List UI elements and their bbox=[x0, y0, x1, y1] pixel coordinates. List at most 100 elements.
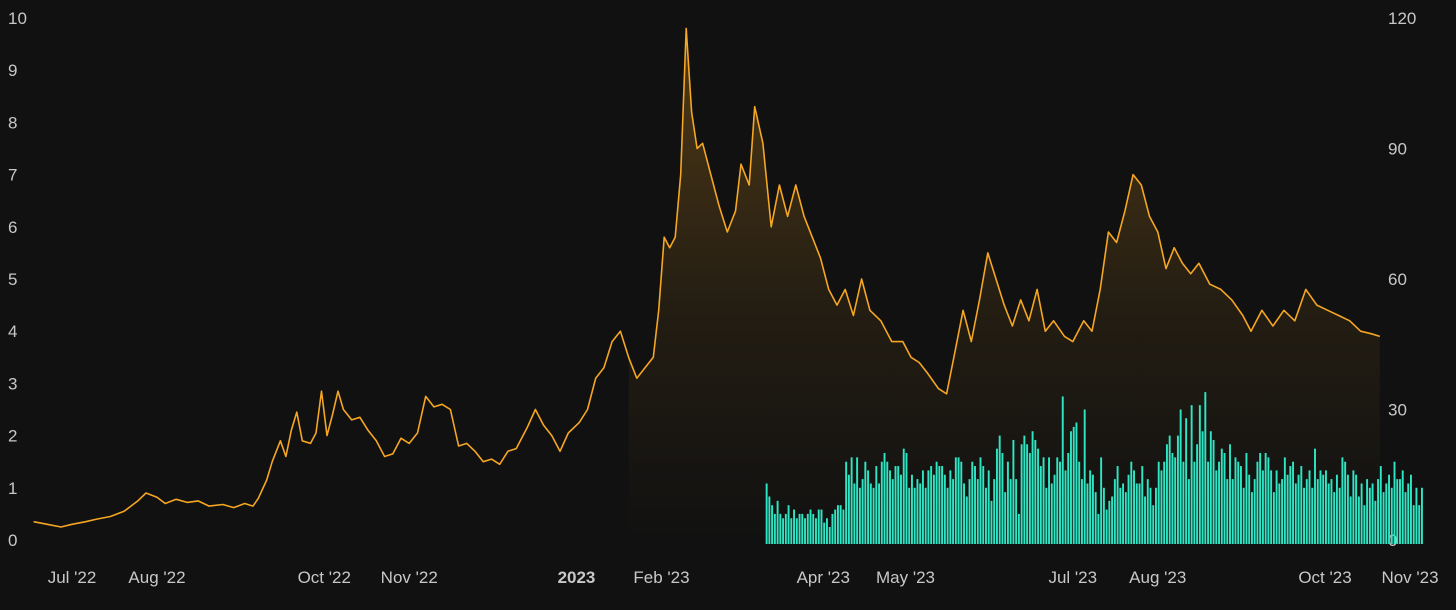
volume-bar bbox=[809, 509, 812, 544]
volume-bar bbox=[1281, 479, 1284, 544]
x-tick-label: Nov '23 bbox=[1381, 568, 1438, 587]
volume-bar bbox=[1346, 474, 1349, 544]
volume-bar bbox=[839, 505, 842, 544]
volume-bar bbox=[1070, 431, 1072, 544]
volume-bar bbox=[1080, 479, 1083, 544]
volume-bar bbox=[823, 522, 826, 544]
volume-bar bbox=[1327, 483, 1330, 544]
volume-bar bbox=[1012, 439, 1015, 544]
volume-bar bbox=[1056, 457, 1059, 544]
volume-bar bbox=[1278, 483, 1281, 544]
volume-bar bbox=[1388, 474, 1390, 544]
volume-bar bbox=[941, 466, 944, 544]
volume-bar bbox=[861, 479, 864, 544]
volume-bar bbox=[1083, 409, 1086, 544]
volume-bar bbox=[1050, 483, 1053, 544]
volume-bar bbox=[1028, 453, 1031, 544]
x-tick-label: Aug '22 bbox=[128, 568, 185, 587]
volume-bar bbox=[1094, 492, 1097, 544]
volume-bar bbox=[1368, 487, 1371, 544]
volume-bar bbox=[952, 479, 955, 544]
volume-bar bbox=[985, 487, 987, 544]
volume-bar bbox=[1264, 453, 1267, 544]
volume-bar bbox=[1382, 492, 1385, 544]
volume-bar bbox=[982, 466, 985, 544]
volume-bar bbox=[1289, 466, 1292, 544]
volume-bar bbox=[1045, 487, 1048, 544]
volume-bar bbox=[1237, 461, 1240, 544]
volume-bar bbox=[1078, 461, 1081, 544]
volume-bar bbox=[910, 474, 913, 544]
y-right-tick-label: 90 bbox=[1388, 140, 1407, 159]
volume-bar bbox=[1207, 461, 1210, 544]
volume-bar bbox=[1363, 505, 1366, 544]
volume-bar bbox=[900, 474, 902, 544]
volume-bar bbox=[1201, 431, 1204, 544]
volume-bar bbox=[1119, 487, 1122, 544]
volume-bar bbox=[1209, 431, 1212, 544]
volume-bar bbox=[883, 453, 886, 544]
volume-bar bbox=[1042, 457, 1045, 544]
volume-bar bbox=[1204, 392, 1207, 544]
volume-bar bbox=[1034, 439, 1037, 544]
y-axis-left: 0 1 2 3 4 5 6 7 8 9 10 bbox=[8, 9, 27, 550]
volume-bar bbox=[1374, 500, 1377, 544]
volume-bar bbox=[1335, 474, 1338, 544]
volume-bar bbox=[1075, 422, 1078, 544]
volume-bar bbox=[965, 496, 968, 544]
volume-bar bbox=[960, 461, 963, 544]
y-left-tick-label: 3 bbox=[8, 374, 17, 393]
volume-bar bbox=[1338, 487, 1341, 544]
volume-bar bbox=[1352, 470, 1355, 544]
volume-bar bbox=[927, 470, 930, 544]
volume-bar bbox=[1004, 492, 1007, 544]
volume-bar bbox=[1155, 487, 1157, 544]
volume-bar bbox=[842, 509, 845, 544]
volume-bar bbox=[817, 509, 820, 544]
volume-bar bbox=[1322, 474, 1325, 544]
volume-bar bbox=[820, 509, 823, 544]
volume-bar bbox=[1294, 483, 1297, 544]
volume-bar bbox=[1379, 466, 1382, 544]
volume-bar bbox=[1113, 479, 1116, 544]
volume-bar bbox=[1020, 444, 1023, 544]
volume-bar bbox=[1283, 457, 1286, 544]
volume-bar bbox=[1176, 435, 1179, 544]
volume-bar bbox=[779, 513, 782, 544]
volume-bar bbox=[1031, 431, 1034, 544]
volume-bar bbox=[1163, 461, 1166, 544]
volume-bar bbox=[1401, 470, 1404, 544]
volume-bar bbox=[1261, 470, 1264, 544]
volume-bar bbox=[1256, 461, 1259, 544]
volume-bar bbox=[1067, 453, 1070, 544]
y-left-tick-label: 5 bbox=[8, 270, 17, 289]
line-area-fill bbox=[628, 28, 1380, 541]
volume-bar bbox=[1250, 492, 1253, 544]
volume-bar bbox=[880, 461, 883, 544]
volume-bar bbox=[1286, 474, 1289, 544]
volume-bar bbox=[1248, 474, 1251, 544]
volume-bar bbox=[1385, 483, 1388, 544]
volume-bar bbox=[891, 479, 894, 544]
volume-bar bbox=[1160, 470, 1163, 544]
x-tick-label: May '23 bbox=[876, 568, 935, 587]
x-tick-label: Oct '23 bbox=[1298, 568, 1351, 587]
volume-bar bbox=[1091, 474, 1094, 544]
volume-bar bbox=[897, 466, 900, 544]
volume-bar bbox=[1390, 487, 1393, 544]
volume-bar bbox=[1135, 483, 1138, 544]
volume-bar bbox=[836, 505, 839, 544]
volume-bar bbox=[812, 513, 815, 544]
volume-bar bbox=[795, 518, 798, 544]
volume-bar bbox=[1105, 509, 1108, 544]
volume-bar bbox=[1357, 496, 1360, 544]
y-right-tick-label: 30 bbox=[1388, 401, 1407, 420]
volume-bar bbox=[1039, 466, 1042, 544]
y-left-tick-label: 7 bbox=[8, 166, 17, 185]
volume-bar bbox=[858, 487, 861, 544]
volume-bar bbox=[916, 479, 919, 544]
volume-bar bbox=[1064, 470, 1067, 544]
y-axis-right: 0 30 60 90 120 bbox=[1388, 9, 1416, 550]
volume-bar bbox=[1061, 396, 1064, 544]
